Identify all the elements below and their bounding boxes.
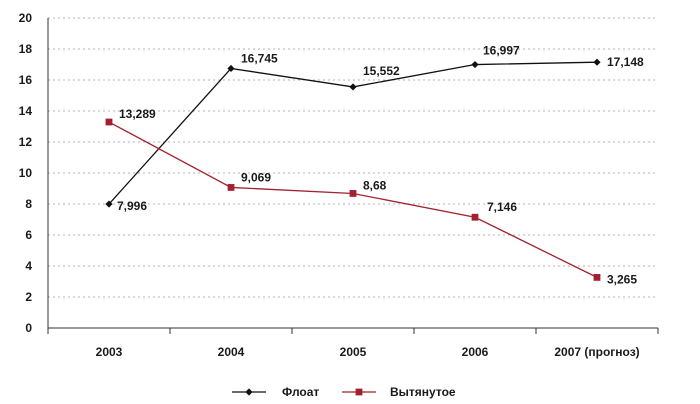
series-line-2 (108, 121, 598, 278)
axis-layer: 0 2 4 6 8 10 12 14 16 18 20 2003 2004 2005 2006 2007 (п… (19, 11, 659, 359)
grid-layer (48, 17, 658, 298)
data-point-square (471, 213, 479, 221)
y-tick-label: 0 (25, 321, 32, 335)
data-point-diamond (227, 64, 235, 73)
data-label: 7,146 (487, 200, 517, 214)
y-tick-label: 18 (19, 42, 33, 56)
series-layer (105, 58, 601, 281)
data-label: 7,996 (117, 199, 147, 213)
x-tick-label: 2004 (218, 345, 245, 359)
x-tick-label: 2007 (прогноз) (554, 345, 639, 359)
data-label: 17,148 (607, 55, 644, 69)
y-tick-label: 14 (19, 104, 33, 118)
y-tick-label: 6 (25, 228, 32, 242)
data-label: 15,552 (363, 64, 400, 78)
y-tick-label: 4 (25, 259, 32, 273)
label-layer: 7,996 16,745 15,552 16,997 17,148 13,289 9,069… (117, 44, 644, 287)
legend-label: Флоат (282, 385, 319, 399)
legend-marker-square (355, 388, 363, 396)
x-tick-label: 2005 (340, 345, 367, 359)
data-point-diamond (349, 83, 357, 91)
y-tick-label: 10 (19, 166, 33, 180)
data-point-square (227, 184, 235, 191)
data-point-diamond (105, 200, 113, 208)
y-tick-label: 2 (25, 290, 32, 304)
y-tick-label: 8 (25, 197, 32, 211)
data-point-square (349, 190, 357, 197)
y-tick-label: 16 (19, 73, 33, 87)
data-label: 16,997 (483, 44, 520, 58)
legend-marker-diamond (245, 388, 253, 396)
data-label: 8,68 (363, 178, 387, 192)
legend: Флоат Вытянутое (232, 385, 456, 399)
data-label: 3,265 (607, 272, 637, 286)
x-tick-label: 2006 (462, 345, 489, 359)
y-tick-label: 12 (19, 135, 33, 149)
data-label: 16,745 (241, 51, 278, 65)
legend-label: Вытянутое (390, 385, 456, 399)
data-point-square (105, 118, 113, 126)
data-point-diamond (593, 58, 601, 66)
data-point-square (593, 273, 601, 281)
x-tick-label: 2003 (96, 345, 123, 359)
data-point-diamond (471, 60, 479, 69)
data-label: 13,289 (119, 107, 156, 121)
data-label: 9,069 (241, 170, 271, 184)
y-tick-label: 20 (19, 11, 33, 25)
